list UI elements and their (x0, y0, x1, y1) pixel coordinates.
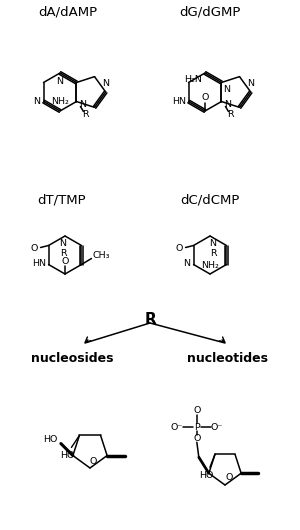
Text: NH₂: NH₂ (51, 98, 69, 107)
Text: N: N (59, 240, 67, 249)
Text: NH₂: NH₂ (201, 261, 219, 269)
Text: O⁻: O⁻ (211, 423, 223, 432)
Text: dG/dGMP: dG/dGMP (179, 5, 241, 19)
Text: O⁻: O⁻ (171, 423, 183, 432)
Text: HO: HO (199, 471, 213, 480)
Text: CH₃: CH₃ (93, 251, 110, 260)
Text: R: R (60, 249, 66, 258)
Text: H₂N: H₂N (184, 75, 202, 84)
Text: O: O (61, 257, 69, 266)
Text: N: N (33, 97, 40, 106)
Text: N: N (102, 80, 109, 89)
Text: R: R (227, 110, 234, 119)
Text: HN: HN (172, 97, 187, 106)
Text: N: N (247, 80, 254, 89)
Text: N: N (223, 85, 230, 94)
Text: O: O (193, 406, 200, 415)
Text: O: O (89, 456, 97, 465)
Text: N: N (224, 100, 231, 109)
Text: N: N (56, 76, 64, 85)
Text: O: O (193, 434, 200, 443)
Text: O: O (176, 244, 183, 253)
Text: N: N (79, 100, 86, 109)
Text: P: P (194, 423, 200, 432)
Text: HO: HO (60, 451, 75, 460)
Text: N: N (183, 259, 190, 268)
Text: dT/TMP: dT/TMP (38, 193, 86, 207)
Text: dC/dCMP: dC/dCMP (180, 193, 240, 207)
Text: R: R (82, 110, 89, 119)
Text: HN: HN (32, 259, 46, 268)
Text: HO: HO (43, 435, 57, 444)
Text: R: R (144, 313, 156, 328)
Text: O: O (225, 473, 233, 482)
Text: nucleosides: nucleosides (31, 351, 113, 365)
Text: dA/dAMP: dA/dAMP (38, 5, 98, 19)
Text: nucleotides: nucleotides (188, 351, 268, 365)
Text: N: N (209, 240, 217, 249)
Text: O: O (201, 93, 209, 102)
Text: R: R (210, 249, 216, 258)
Text: O: O (31, 244, 38, 253)
